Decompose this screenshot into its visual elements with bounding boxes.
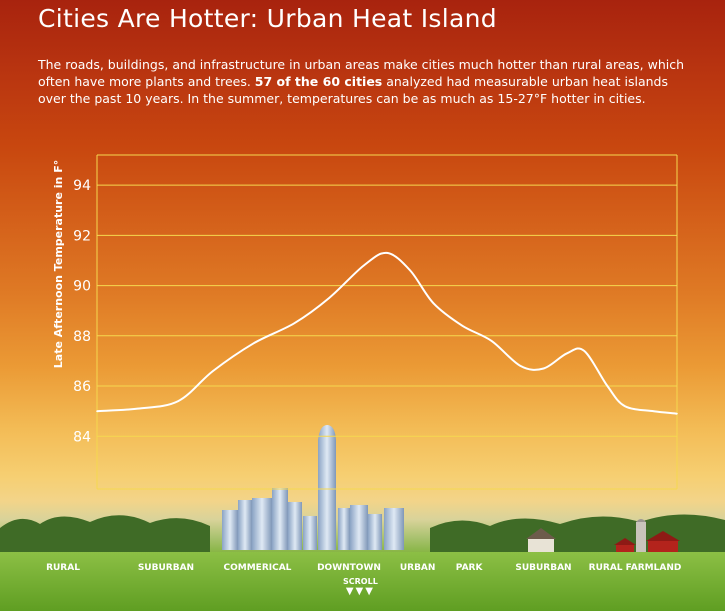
data-points	[96, 252, 678, 415]
scroll-indicator[interactable]: SCROLL ▼▼▼	[343, 577, 378, 598]
y-axis-label: Late Afternoon Temperature in F°	[52, 160, 65, 368]
data-point	[490, 340, 493, 342]
data-point	[566, 352, 568, 355]
scroll-label: SCROLL	[343, 577, 378, 586]
intro-text-2: analyzed had measurable urban heat islan…	[38, 74, 669, 106]
y-tick-label: 92	[73, 228, 91, 244]
page-title: Cities Are Hotter: Urban Heat Island	[38, 4, 497, 33]
data-point	[363, 264, 365, 267]
y-tick-label: 86	[73, 379, 91, 395]
y-tick-labels: 84 86 88 90 92 94	[73, 178, 91, 445]
data-point	[542, 367, 545, 370]
data-point	[96, 410, 98, 412]
x-category-label: SUBURBAN	[515, 563, 571, 573]
x-category-label: RURAL FARMLAND	[589, 563, 682, 573]
data-point	[293, 322, 296, 325]
landscape-scenery	[0, 424, 725, 611]
data-point	[328, 297, 330, 299]
data-point	[252, 342, 255, 345]
x-category-labels: RURAL SUBURBAN COMMERICAL DOWNTOWN URBAN PARK…	[46, 563, 681, 573]
data-point	[461, 324, 464, 327]
tree-line	[0, 515, 210, 552]
intro-highlight: 57 of the 60 cities	[254, 74, 383, 89]
data-point	[653, 410, 655, 412]
data-point	[606, 385, 609, 387]
data-point	[212, 370, 214, 372]
data-point	[624, 405, 626, 407]
x-category-label: COMMERICAL	[224, 563, 292, 573]
x-category-label: DOWNTOWN	[317, 563, 381, 573]
grass-field	[0, 552, 725, 611]
data-point	[177, 400, 179, 402]
data-point	[519, 365, 522, 367]
data-point	[583, 350, 585, 352]
x-category-label: RURAL	[46, 563, 80, 573]
intro-text-1: The roads, buildings, and infrastructure…	[38, 57, 685, 89]
city-skyline	[222, 424, 404, 550]
temperature-line	[96, 251, 678, 415]
intro-paragraph: The roads, buildings, and infrastructure…	[38, 56, 698, 107]
x-category-label: PARK	[456, 563, 484, 573]
tree-line-right	[430, 514, 725, 552]
data-point	[136, 407, 139, 410]
grid-lines	[97, 184, 677, 437]
scroll-arrows-icon[interactable]: ▼▼▼	[345, 586, 375, 597]
x-category-label: SUBURBAN	[138, 563, 194, 573]
data-point	[386, 252, 388, 254]
y-tick-label: 84	[73, 429, 91, 445]
farm-buildings	[526, 519, 680, 554]
data-point	[676, 412, 678, 415]
y-tick-label: 88	[73, 329, 91, 345]
data-point	[432, 302, 435, 304]
y-tick-label: 90	[73, 279, 91, 295]
data-point	[409, 269, 412, 272]
y-tick-label: 94	[73, 178, 91, 194]
x-category-label: URBAN	[400, 563, 436, 573]
